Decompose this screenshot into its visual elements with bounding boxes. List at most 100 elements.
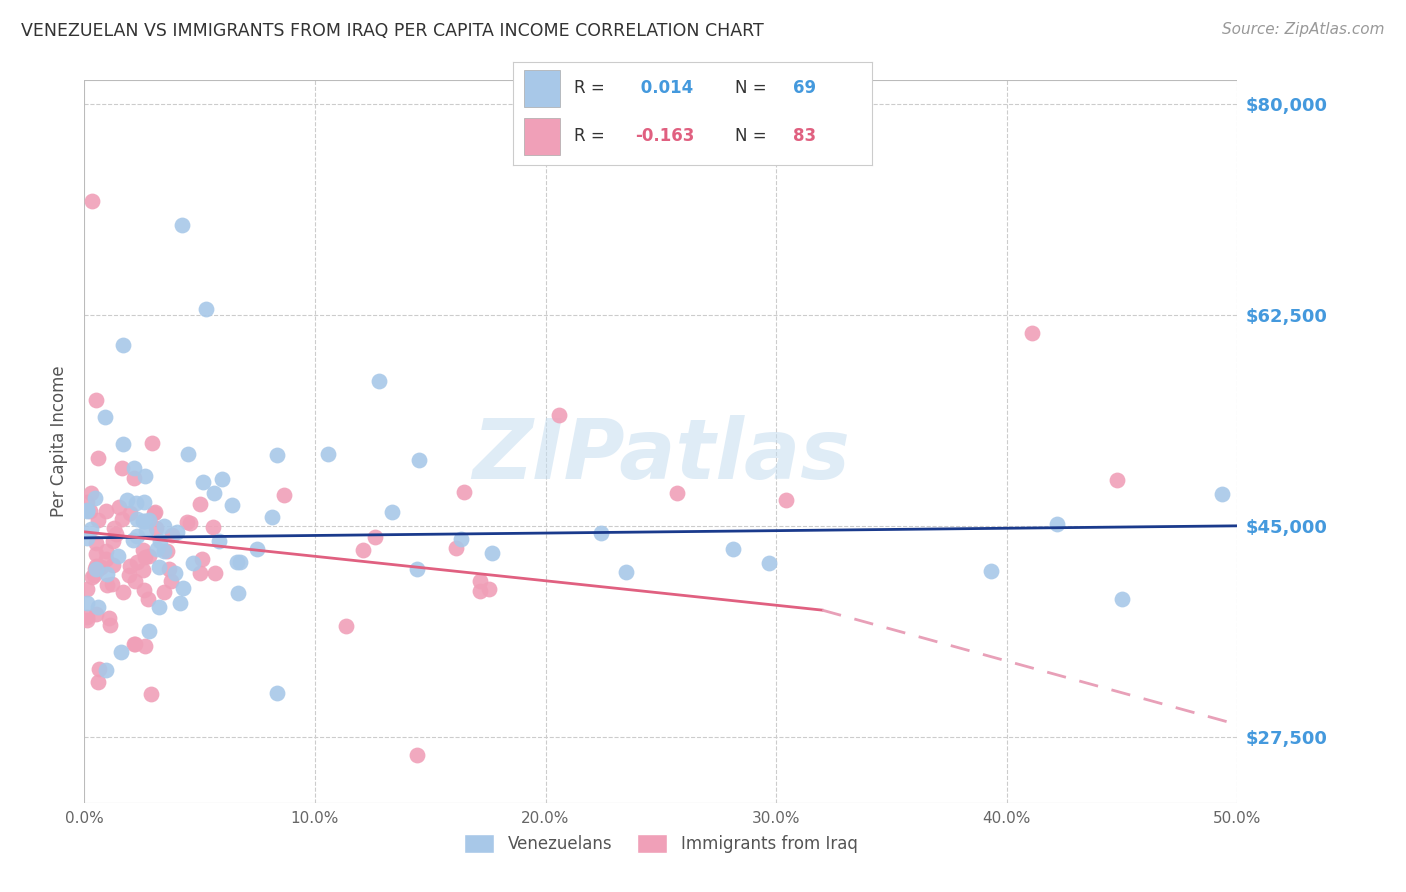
Point <box>450 532 472 546</box>
Point <box>179 516 201 530</box>
Text: Source: ZipAtlas.com: Source: ZipAtlas.com <box>1222 22 1385 37</box>
Point <box>121 533 143 547</box>
Text: R =: R = <box>574 79 605 97</box>
Point <box>124 574 146 589</box>
Point <box>169 596 191 610</box>
Point <box>266 448 288 462</box>
Point <box>405 562 427 576</box>
Point <box>112 338 135 352</box>
Point <box>141 436 163 450</box>
Point <box>160 528 183 542</box>
Point <box>135 524 157 538</box>
Point <box>132 563 155 577</box>
Point <box>96 567 118 582</box>
Point <box>79 485 101 500</box>
Point <box>125 555 148 569</box>
Point <box>94 410 117 425</box>
Point <box>84 607 107 621</box>
Point <box>246 541 269 556</box>
Point <box>87 675 110 690</box>
Point <box>148 560 170 574</box>
Point <box>352 542 374 557</box>
Point <box>273 488 295 502</box>
Point <box>101 558 124 573</box>
Point <box>208 533 231 548</box>
Point <box>156 544 179 558</box>
Point <box>211 472 233 486</box>
Point <box>188 497 211 511</box>
Point <box>84 562 107 576</box>
Point <box>477 582 499 596</box>
Point <box>1107 474 1129 488</box>
FancyBboxPatch shape <box>524 118 560 155</box>
Point <box>481 546 503 560</box>
Text: VENEZUELAN VS IMMIGRANTS FROM IRAQ PER CAPITA INCOME CORRELATION CHART: VENEZUELAN VS IMMIGRANTS FROM IRAQ PER C… <box>21 22 763 40</box>
Point <box>83 568 105 582</box>
Point <box>194 301 217 316</box>
Point <box>266 686 288 700</box>
Point <box>118 568 141 582</box>
Point <box>153 544 176 558</box>
Text: 83: 83 <box>793 128 815 145</box>
Point <box>76 531 98 545</box>
Text: N =: N = <box>735 128 768 145</box>
Point <box>408 453 430 467</box>
Point <box>316 446 339 460</box>
Point <box>122 637 145 651</box>
Point <box>146 541 169 556</box>
Point <box>104 526 127 541</box>
Point <box>111 460 134 475</box>
Point <box>548 408 571 422</box>
Point <box>191 475 214 489</box>
Point <box>181 556 204 570</box>
Point <box>96 552 118 566</box>
Point <box>723 541 745 556</box>
Point <box>453 485 475 500</box>
Point <box>118 507 141 521</box>
Point <box>406 747 429 762</box>
Point <box>103 521 125 535</box>
Point <box>364 531 387 545</box>
Point <box>177 447 200 461</box>
Point <box>96 578 118 592</box>
Point <box>134 550 156 565</box>
Point <box>160 574 183 588</box>
Point <box>83 562 105 576</box>
Point <box>188 566 211 580</box>
Point <box>202 519 225 533</box>
Point <box>94 504 117 518</box>
Point <box>1211 487 1233 501</box>
Legend: Venezuelans, Immigrants from Iraq: Venezuelans, Immigrants from Iraq <box>457 827 865 860</box>
Point <box>79 504 101 518</box>
Point <box>152 518 174 533</box>
Point <box>775 492 797 507</box>
Point <box>157 562 180 576</box>
Point <box>202 486 225 500</box>
Point <box>221 498 243 512</box>
Point <box>84 491 107 506</box>
Point <box>149 533 172 548</box>
Point <box>111 437 134 451</box>
Point <box>90 560 112 574</box>
Point <box>335 619 357 633</box>
Point <box>84 535 107 549</box>
Point <box>145 520 167 534</box>
Point <box>76 503 98 517</box>
Point <box>204 566 226 580</box>
Point <box>166 524 188 539</box>
Point <box>86 600 108 615</box>
Text: 69: 69 <box>793 79 815 97</box>
Point <box>84 392 107 407</box>
Point <box>124 471 146 485</box>
Point <box>111 512 134 526</box>
Point <box>136 592 159 607</box>
Text: R =: R = <box>574 128 605 145</box>
Point <box>665 486 688 500</box>
Point <box>86 451 108 466</box>
Point <box>134 515 156 529</box>
Point <box>143 506 166 520</box>
Point <box>117 493 139 508</box>
Point <box>86 547 108 561</box>
Point <box>76 613 98 627</box>
Point <box>444 541 467 555</box>
